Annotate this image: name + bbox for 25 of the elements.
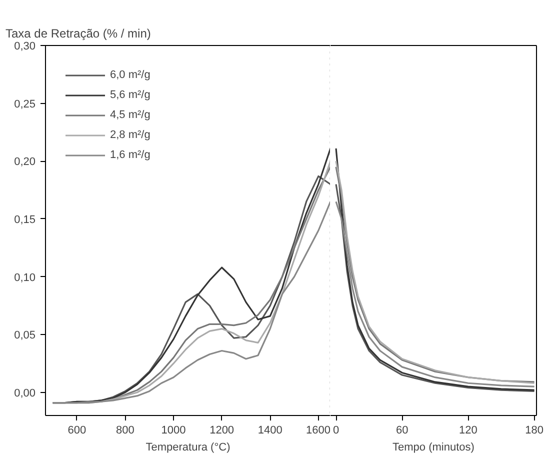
legend-label: 6,0 m²/g: [110, 69, 150, 81]
x-axis-title: Tempo (minutos): [392, 442, 474, 454]
legend-label: 5,6 m²/g: [110, 89, 150, 101]
x-tick-label: 1600: [306, 424, 331, 436]
x-axis-title: Temperatura (°C): [146, 442, 230, 454]
x-tick-label: 1400: [258, 424, 282, 436]
x-tick-label: 180: [525, 424, 544, 436]
x-tick-label: 1000: [161, 424, 186, 436]
x-tick-label: 600: [68, 424, 86, 436]
x-tick-label: 0: [332, 424, 340, 436]
x-tick-label: 120: [459, 424, 478, 436]
y-tick-label: 0,25: [14, 98, 36, 110]
y-tick-label: 0,00: [14, 387, 36, 400]
legend-label: 2,8 m²/g: [110, 129, 150, 141]
y-tick-label: 0,20: [14, 156, 36, 168]
x-tick-label: 800: [116, 424, 134, 436]
y-tick-label: 0,30: [14, 40, 36, 52]
x-tick-label: 1200: [210, 424, 234, 436]
chart-title: Taxa de Retração (% / min): [6, 26, 151, 40]
legend-label: 1,6 m²/g: [110, 149, 150, 161]
y-tick-label: 0,15: [14, 214, 36, 226]
y-tick-label: 0,05: [14, 330, 36, 342]
legend-label: 4,5 m²/g: [110, 109, 150, 121]
y-tick-label: 0,10: [14, 272, 36, 284]
x-tick-label: 60: [396, 424, 408, 436]
